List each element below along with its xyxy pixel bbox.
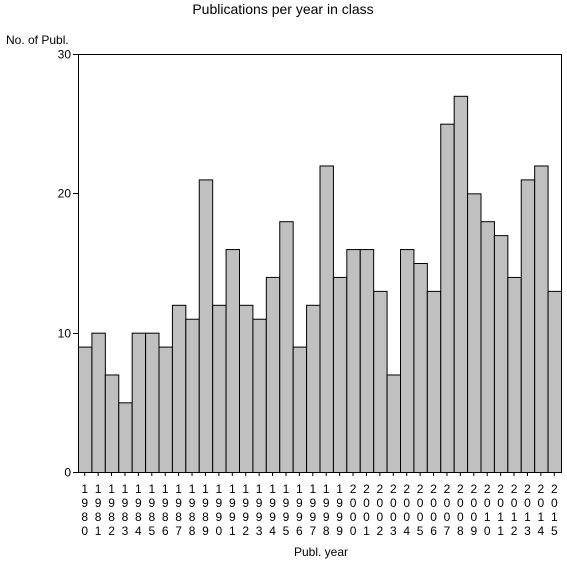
bar-1988 [185, 318, 200, 474]
plot-frame [78, 54, 562, 473]
bar-1991 [225, 249, 241, 473]
bar-1999 [332, 276, 348, 473]
bar-2002 [373, 290, 388, 473]
bar-2008 [453, 95, 469, 474]
bar-1983 [118, 402, 133, 473]
bar-2001 [359, 249, 375, 473]
bar-2007 [440, 123, 455, 473]
bar-2005 [413, 263, 428, 473]
x-axis-label: Publ. year [294, 545, 348, 559]
bar-2015 [547, 290, 563, 473]
bar-2006 [426, 290, 442, 473]
bar-1981 [91, 332, 106, 474]
bar-1995 [279, 221, 294, 473]
y-tick-label: 0 [64, 466, 71, 480]
chart-title: Publications per year in class [192, 1, 373, 17]
bar-1989 [198, 179, 214, 473]
bar-2012 [507, 276, 522, 473]
bar-1986 [158, 346, 173, 474]
bar-2013 [520, 179, 536, 473]
bar-2003 [386, 374, 401, 473]
bar-2009 [467, 193, 482, 474]
bar-2011 [493, 235, 509, 473]
bar-1996 [292, 346, 308, 474]
bar-2010 [480, 221, 495, 473]
bar-1980 [78, 346, 93, 474]
bar-1982 [104, 374, 120, 473]
bar-1987 [171, 304, 187, 473]
bar-1998 [319, 165, 334, 473]
bar-2000 [346, 249, 361, 473]
bar-1984 [131, 332, 147, 474]
bar-1992 [239, 304, 254, 473]
y-tick-label: 10 [58, 327, 72, 341]
y-tick-label: 20 [58, 187, 72, 201]
x-axis: 1 9 8 0 1 9 8 1 1 9 8 2 1 9 8 3 1 9 8 4 1 9 8 5 1 9 8 6 1 9 8 7 1 9 8 8 1 9 8 9… [81, 472, 558, 538]
bar-2014 [534, 165, 549, 473]
bar-1990 [212, 304, 227, 473]
bar-1985 [145, 332, 160, 474]
bar-1993 [252, 318, 267, 474]
y-axis-label: No. of Publ. [6, 33, 69, 47]
bar-1997 [306, 304, 321, 473]
y-tick-label: 30 [58, 48, 72, 62]
bar-2004 [400, 249, 415, 473]
bar-1994 [265, 276, 281, 473]
bars-group [78, 95, 563, 474]
y-axis: 0 10 20 30 [58, 48, 78, 480]
